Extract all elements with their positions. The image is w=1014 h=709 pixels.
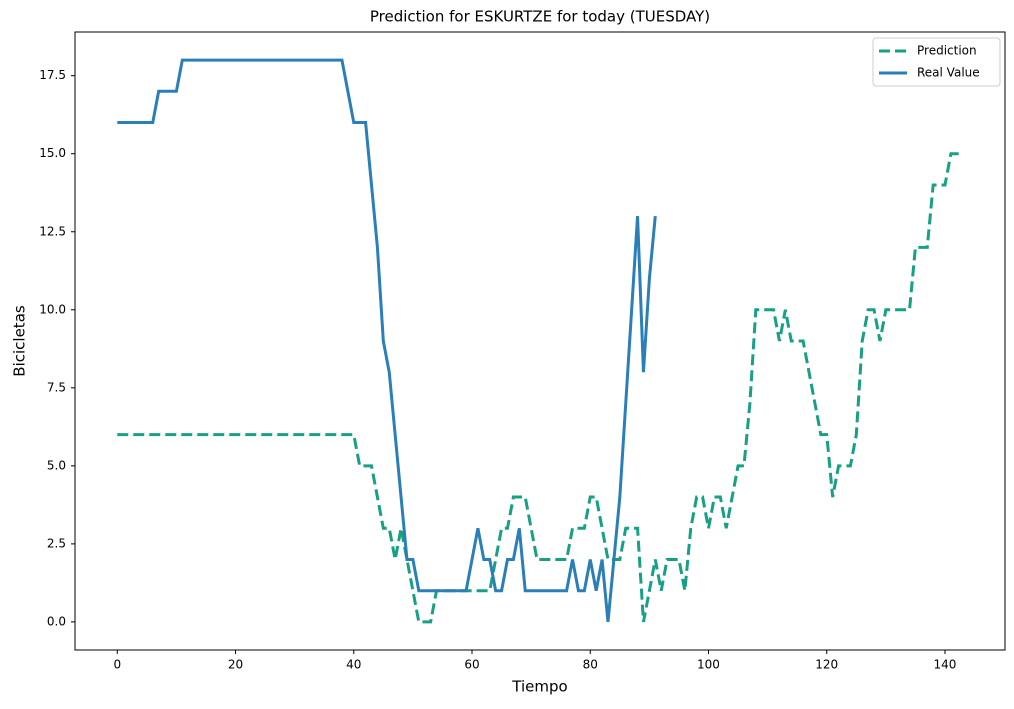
series-line (117, 58, 657, 623)
y-tick-label: 15.0 (39, 146, 66, 160)
plot-frame (74, 31, 1006, 651)
legend-label: Prediction (917, 44, 977, 58)
legend-label: Real Value (917, 66, 980, 80)
x-tick-label: 140 (934, 658, 957, 672)
x-tick-label: 0 (113, 658, 121, 672)
x-axis-label: Tiempo (511, 678, 567, 696)
y-axis-label: Bicicletas (11, 305, 29, 377)
x-tick-label: 40 (346, 658, 361, 672)
y-tick-label: 12.5 (39, 224, 66, 238)
chart-title: Prediction for ESKURTZE for today (TUESD… (370, 8, 710, 26)
y-tick-label: 7.5 (47, 380, 66, 394)
x-tick-label: 120 (815, 658, 838, 672)
x-tick-label: 100 (697, 658, 720, 672)
y-tick-label: 0.0 (47, 614, 66, 628)
x-tick-label: 20 (228, 658, 243, 672)
x-tick-label: 80 (583, 658, 598, 672)
y-tick-label: 2.5 (47, 536, 66, 550)
y-tick-label: 10.0 (39, 302, 66, 316)
y-tick-label: 5.0 (47, 458, 66, 472)
x-tick-label: 60 (464, 658, 479, 672)
y-tick-label: 17.5 (39, 68, 66, 82)
series-line (117, 152, 963, 624)
